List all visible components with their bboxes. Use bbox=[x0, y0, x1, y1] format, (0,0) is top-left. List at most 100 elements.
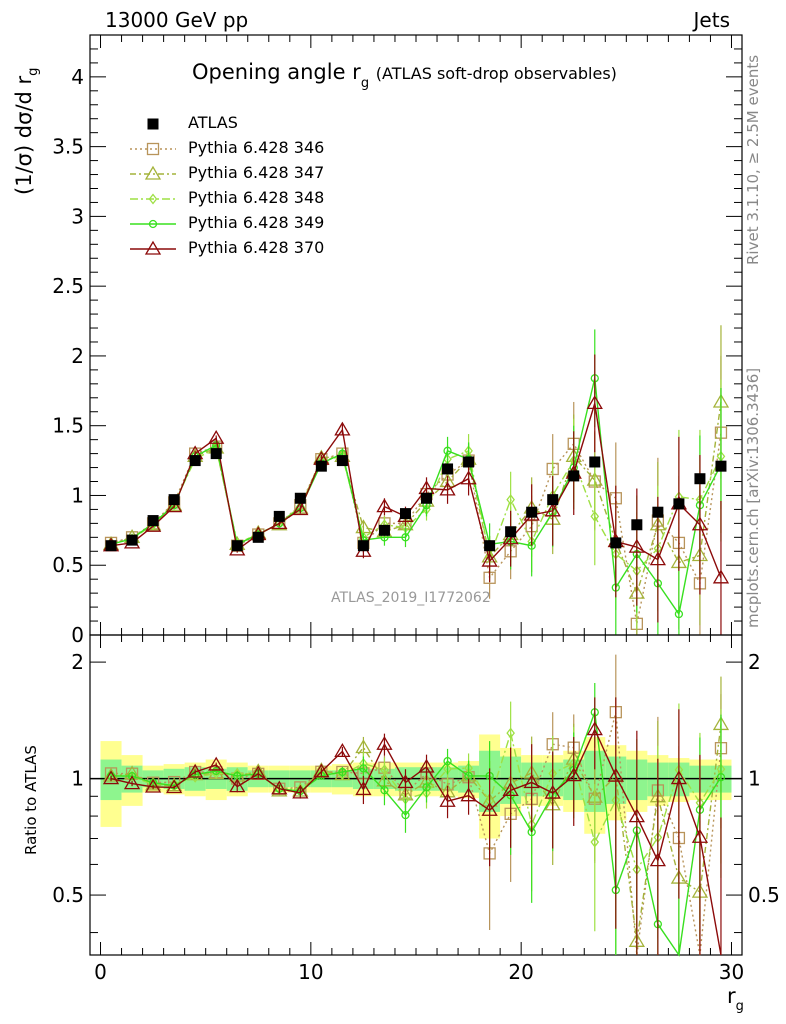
x-tick-label: 20 bbox=[508, 960, 533, 984]
ratio-y-tick-label-right: 1 bbox=[748, 767, 761, 791]
atlas-point bbox=[105, 540, 117, 552]
rivet-version-label: Rivet 3.1.10, ≥ 2.5M events bbox=[744, 54, 762, 265]
atlas-point bbox=[610, 537, 622, 549]
ratio-point bbox=[607, 767, 624, 782]
legend-label: Pythia 6.428 346 bbox=[188, 138, 325, 157]
data-point bbox=[401, 533, 410, 542]
y-tick-label: 0 bbox=[71, 623, 84, 647]
ratio-point bbox=[481, 801, 498, 816]
atlas-point bbox=[484, 540, 496, 552]
x-axis-label: rg bbox=[727, 984, 744, 1014]
data-point bbox=[271, 515, 288, 530]
ratio-point bbox=[691, 828, 709, 843]
atlas-point bbox=[147, 515, 159, 527]
data-point bbox=[586, 395, 603, 410]
atlas-point bbox=[126, 534, 138, 546]
atlas-point bbox=[463, 456, 475, 468]
ratio-point bbox=[565, 767, 582, 782]
data-point bbox=[628, 538, 645, 553]
ratio-point bbox=[338, 767, 347, 777]
ratio-point bbox=[376, 735, 393, 750]
y-tick-label: 2 bbox=[71, 344, 84, 368]
atlas-point bbox=[210, 448, 222, 460]
legend-marker bbox=[146, 142, 160, 156]
data-point bbox=[502, 530, 519, 545]
atlas-point bbox=[673, 498, 685, 510]
ratio-point bbox=[460, 787, 477, 802]
process-label: Jets bbox=[693, 8, 730, 32]
ratio-point bbox=[165, 779, 183, 794]
y-tick-label: 1.5 bbox=[52, 414, 84, 438]
analysis-id-label: ATLAS_2019_I1772062 bbox=[331, 590, 491, 606]
ratio-y-tick-label: 0.5 bbox=[52, 883, 84, 907]
atlas-point bbox=[315, 460, 327, 472]
y-tick-label: 1 bbox=[71, 483, 84, 507]
ratio-point bbox=[443, 757, 452, 766]
ratio-point bbox=[716, 773, 726, 782]
ratio-point bbox=[418, 758, 435, 773]
energy-label: 13000 GeV pp bbox=[105, 8, 249, 32]
data-point bbox=[506, 494, 515, 506]
data-point bbox=[376, 498, 393, 513]
main-plot-area: 0 0.5 1 1.5 2 2.5 3 3.5 4 bbox=[52, 34, 743, 955]
main-y-axis-label: (1/σ) dσ/d rg bbox=[12, 67, 41, 195]
atlas-point bbox=[442, 463, 454, 475]
data-point bbox=[544, 502, 561, 517]
ratio-point bbox=[523, 774, 540, 789]
atlas-point bbox=[336, 455, 348, 467]
ratio-point bbox=[506, 727, 515, 739]
ratio-point bbox=[144, 778, 162, 793]
x-tick-label: 10 bbox=[298, 960, 323, 984]
ratio-point bbox=[544, 784, 561, 799]
y-tick-label: 3 bbox=[71, 204, 84, 228]
legend-label: Pythia 6.428 349 bbox=[188, 213, 325, 232]
legend-marker bbox=[147, 118, 159, 130]
atlas-point bbox=[399, 508, 411, 520]
data-point bbox=[439, 481, 456, 496]
legend-marker bbox=[144, 165, 162, 180]
ratio-line-1 bbox=[111, 711, 722, 956]
data-point bbox=[674, 609, 684, 619]
ratio-point bbox=[649, 852, 667, 867]
mcplots-label: mcplots.cern.ch [arXiv:1306.3436] bbox=[744, 367, 762, 628]
series-line-2 bbox=[110, 401, 722, 596]
legend-label: Pythia 6.428 348 bbox=[188, 188, 325, 207]
x-tick-label: 0 bbox=[94, 960, 107, 984]
atlas-point bbox=[294, 492, 306, 504]
y-tick-label: 0.5 bbox=[52, 553, 84, 577]
ratio-line-3 bbox=[111, 730, 722, 872]
legend-marker bbox=[144, 240, 162, 255]
atlas-point bbox=[252, 531, 264, 543]
data-point bbox=[334, 421, 351, 436]
legend-label: Pythia 6.428 370 bbox=[188, 238, 325, 257]
ratio-point bbox=[355, 781, 372, 796]
data-point bbox=[590, 510, 600, 522]
series-line-4 bbox=[110, 378, 722, 616]
atlas-point bbox=[168, 494, 180, 506]
data-point bbox=[649, 551, 667, 566]
ratio-point bbox=[359, 764, 368, 773]
ratio-point bbox=[208, 756, 225, 771]
ratio-point bbox=[212, 766, 221, 776]
ratio-y-tick-label-right: 0.5 bbox=[748, 883, 780, 907]
atlas-point bbox=[357, 540, 369, 552]
atlas-point bbox=[547, 494, 559, 506]
atlas-point bbox=[568, 470, 580, 482]
ratio-point bbox=[187, 763, 204, 778]
ratio-point bbox=[127, 771, 137, 781]
atlas-point bbox=[631, 519, 643, 531]
data-point bbox=[208, 429, 225, 444]
ratio-point bbox=[313, 763, 330, 778]
ratio-y-tick-label-right: 2 bbox=[748, 650, 761, 674]
y-tick-label: 3.5 bbox=[52, 135, 84, 159]
y-tick-label: 2.5 bbox=[52, 274, 84, 298]
legend-marker bbox=[148, 219, 158, 229]
atlas-point bbox=[589, 456, 601, 468]
ratio-point bbox=[123, 765, 141, 780]
ratio-point bbox=[292, 784, 309, 799]
ratio-point bbox=[271, 780, 288, 795]
ratio-y-axis-label: Ratio to ATLAS bbox=[22, 745, 40, 855]
ratio-line-4 bbox=[111, 712, 722, 957]
ratio-point bbox=[628, 808, 645, 823]
